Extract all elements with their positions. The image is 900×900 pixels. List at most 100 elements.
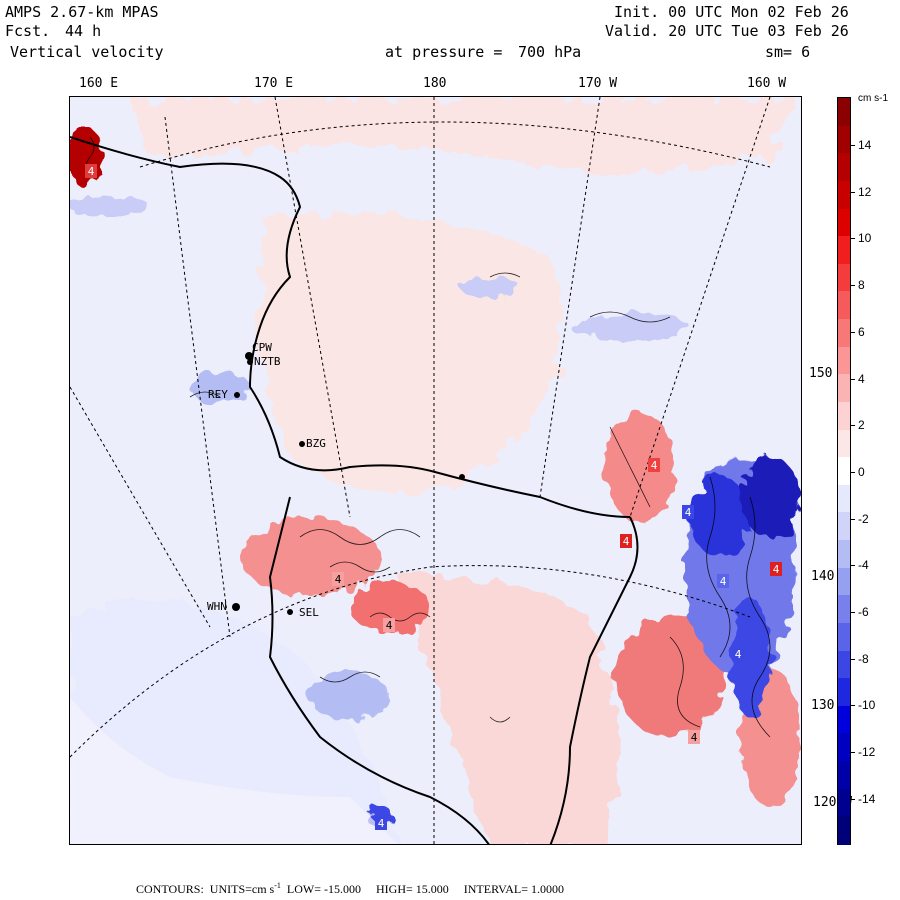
colorbar-segment <box>838 540 850 569</box>
meridian-160w <box>629 97 771 518</box>
pressure-label: at pressure = <box>385 43 503 61</box>
contour-label-box: 4 <box>85 164 97 178</box>
lon-label-180: 180 <box>423 76 447 91</box>
colorbar-tick <box>851 798 855 800</box>
colorbar-tick-label: -4 <box>858 558 869 573</box>
colorbar-segment <box>838 567 850 597</box>
positive-cell <box>615 617 725 737</box>
colorbar-tick <box>851 752 855 754</box>
meridian-170e <box>274 97 351 518</box>
colorbar-tick-label: 12 <box>858 184 872 199</box>
colorbar-tick <box>851 191 855 193</box>
svg-text:4: 4 <box>335 573 342 586</box>
colorbar-segment <box>838 429 850 459</box>
colorbar-segment <box>838 733 850 763</box>
colorbar-segment <box>838 180 850 210</box>
station-markers <box>232 352 465 615</box>
station-dot-whn <box>232 603 240 611</box>
colorbar-tick <box>851 145 855 146</box>
station-dot-sel <box>287 609 293 615</box>
colorbar-tick-label: 10 <box>858 231 872 246</box>
colorbar-segment <box>838 761 850 790</box>
colorbar <box>837 97 851 845</box>
colorbar-tick <box>851 378 855 380</box>
lon-label-160e: 160 E <box>79 76 119 91</box>
svg-text:4: 4 <box>651 459 658 472</box>
colorbar-segment <box>838 346 850 376</box>
station-label-cpw: CPW <box>252 341 272 354</box>
contour-label-box: 4 <box>375 816 387 830</box>
units-exponent: -1 <box>274 881 281 890</box>
colorbar-tick <box>851 612 855 613</box>
colorbar-tick <box>851 238 855 240</box>
colorbar-segment <box>838 153 850 182</box>
contour-value-labels: 4 4 4 4 4 4 4 4 4 4 4 <box>85 164 782 830</box>
colorbar-tick-label: 2 <box>858 418 865 433</box>
svg-text:4: 4 <box>378 817 385 830</box>
negative-cell <box>310 673 390 721</box>
strong-feature-layer <box>70 127 800 827</box>
colorbar-tick-label: 4 <box>858 371 865 386</box>
high-value: 15.000 <box>415 882 449 896</box>
colorbar-tick-label: -8 <box>858 651 869 666</box>
contour-label-box: 4 <box>688 730 700 744</box>
negative-cell <box>730 597 770 717</box>
contour-label-box: 4 <box>383 618 395 632</box>
negative-cell <box>70 197 150 217</box>
colorbar-tick-label: 6 <box>858 324 865 339</box>
contour-label-box: 4 <box>620 534 632 548</box>
meridian-170w <box>539 97 601 498</box>
forecast-hour: 44 h <box>65 22 102 40</box>
contour-label-box: 4 <box>332 572 344 586</box>
negative-cell <box>460 277 520 297</box>
colorbar-tick <box>851 705 855 707</box>
station-dot-east <box>459 474 465 480</box>
colorbar-tick <box>851 471 855 473</box>
svg-text:4: 4 <box>735 648 742 661</box>
colorbar-tick-label: 14 <box>858 138 872 152</box>
colorbar-segment <box>838 457 850 486</box>
colorbar-segment <box>838 374 850 403</box>
positive-wedge-south <box>400 575 617 844</box>
positive-cell <box>605 412 675 522</box>
station-dot-bzg <box>299 441 305 447</box>
svg-text:4: 4 <box>88 165 95 178</box>
contour-label-box: 4 <box>732 647 744 661</box>
forecast-label: Fcst. <box>5 22 51 40</box>
positive-cell <box>350 581 430 633</box>
colorbar-tick-label: -12 <box>858 745 876 760</box>
weak-positive-region <box>130 97 801 172</box>
units-label: UNITS=cm s <box>209 882 275 896</box>
negative-cell <box>740 457 800 537</box>
valid-time: Valid. 20 UTC Tue 03 Feb 26 <box>605 22 849 40</box>
graticule <box>70 97 771 844</box>
negative-cell <box>690 477 750 557</box>
colorbar-segment <box>838 595 850 624</box>
lon-label-170e: 170 E <box>254 76 294 91</box>
colorbar-tick-label: -14 <box>858 791 876 806</box>
colorbar-tick <box>851 565 855 567</box>
colorbar-segment <box>838 401 850 431</box>
station-label-sel: SEL <box>299 606 319 619</box>
svg-text:4: 4 <box>720 575 727 588</box>
positive-cell <box>240 519 380 595</box>
colorbar-segment <box>838 98 850 127</box>
colorbar-tick <box>851 518 855 520</box>
parallel-north <box>139 121 771 168</box>
contour-lines <box>85 136 771 738</box>
coastline-east <box>549 516 639 844</box>
svg-text:4: 4 <box>773 563 780 576</box>
colorbar-segment <box>838 125 850 155</box>
station-label-rey: REY <box>208 388 228 401</box>
colorbar-tick-label: 8 <box>858 278 865 293</box>
station-dot-rey <box>234 392 240 398</box>
colorbar-units: cm s-1 <box>858 93 888 104</box>
meridian-west <box>70 386 211 628</box>
station-dot-nztb <box>247 359 253 365</box>
colorbar-segment <box>838 263 850 293</box>
colorbar-segment <box>838 705 850 735</box>
colorbar-segment <box>838 816 850 845</box>
colorbar-segment <box>838 678 850 707</box>
contour-info: CONTOURS: UNITS=cm s-1 LOW= -15.000 HIGH… <box>136 881 564 897</box>
contours-label: CONTOURS: <box>136 882 204 896</box>
